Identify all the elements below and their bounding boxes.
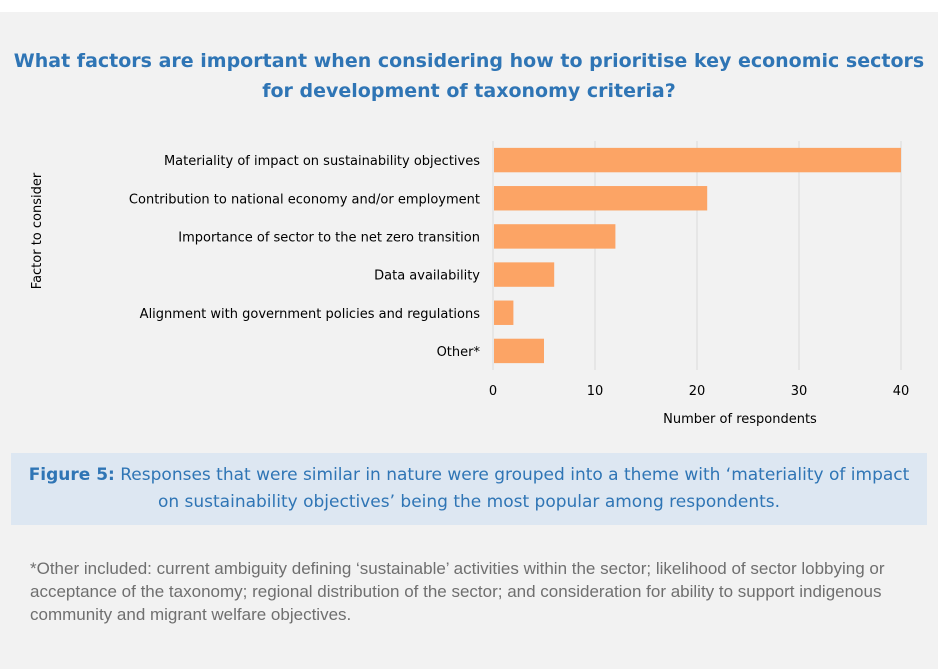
grid-lines xyxy=(492,141,902,370)
figure-caption-text: Responses that were similar in nature we… xyxy=(114,465,910,512)
bar xyxy=(494,338,544,364)
bars xyxy=(494,147,901,364)
x-tick-labels: 0 10 20 30 40 xyxy=(489,384,909,399)
bar xyxy=(494,147,901,173)
bar-chart: Materiality of impact on sustainability … xyxy=(30,141,909,427)
category-label: Data availability xyxy=(374,269,480,284)
x-tick-label: 30 xyxy=(791,384,808,399)
category-label: Alignment with government policies and r… xyxy=(140,307,481,322)
category-labels: Materiality of impact on sustainability … xyxy=(129,154,481,360)
x-tick-label: 20 xyxy=(689,384,706,399)
x-tick-label: 0 xyxy=(489,384,497,399)
category-label: Importance of sector to the net zero tra… xyxy=(178,230,480,245)
y-axis-label: Factor to consider xyxy=(30,172,45,289)
figure-panel xyxy=(0,12,938,669)
x-tick-label: 40 xyxy=(893,384,910,399)
x-tick-label: 10 xyxy=(587,384,604,399)
figure-caption: Figure 5: Responses that were similar in… xyxy=(11,453,927,525)
category-label: Contribution to national economy and/or … xyxy=(129,192,480,207)
bar xyxy=(494,224,616,249)
category-label: Other* xyxy=(437,345,481,360)
figure-label: Figure 5: xyxy=(28,465,115,485)
bar xyxy=(494,300,514,325)
bar xyxy=(494,262,555,287)
footnote: *Other included: current ambiguity defin… xyxy=(30,559,885,624)
x-axis-label: Number of respondents xyxy=(663,412,817,427)
chart-title: What factors are important when consider… xyxy=(13,50,925,102)
bar xyxy=(494,186,708,211)
category-label: Materiality of impact on sustainability … xyxy=(164,154,480,169)
